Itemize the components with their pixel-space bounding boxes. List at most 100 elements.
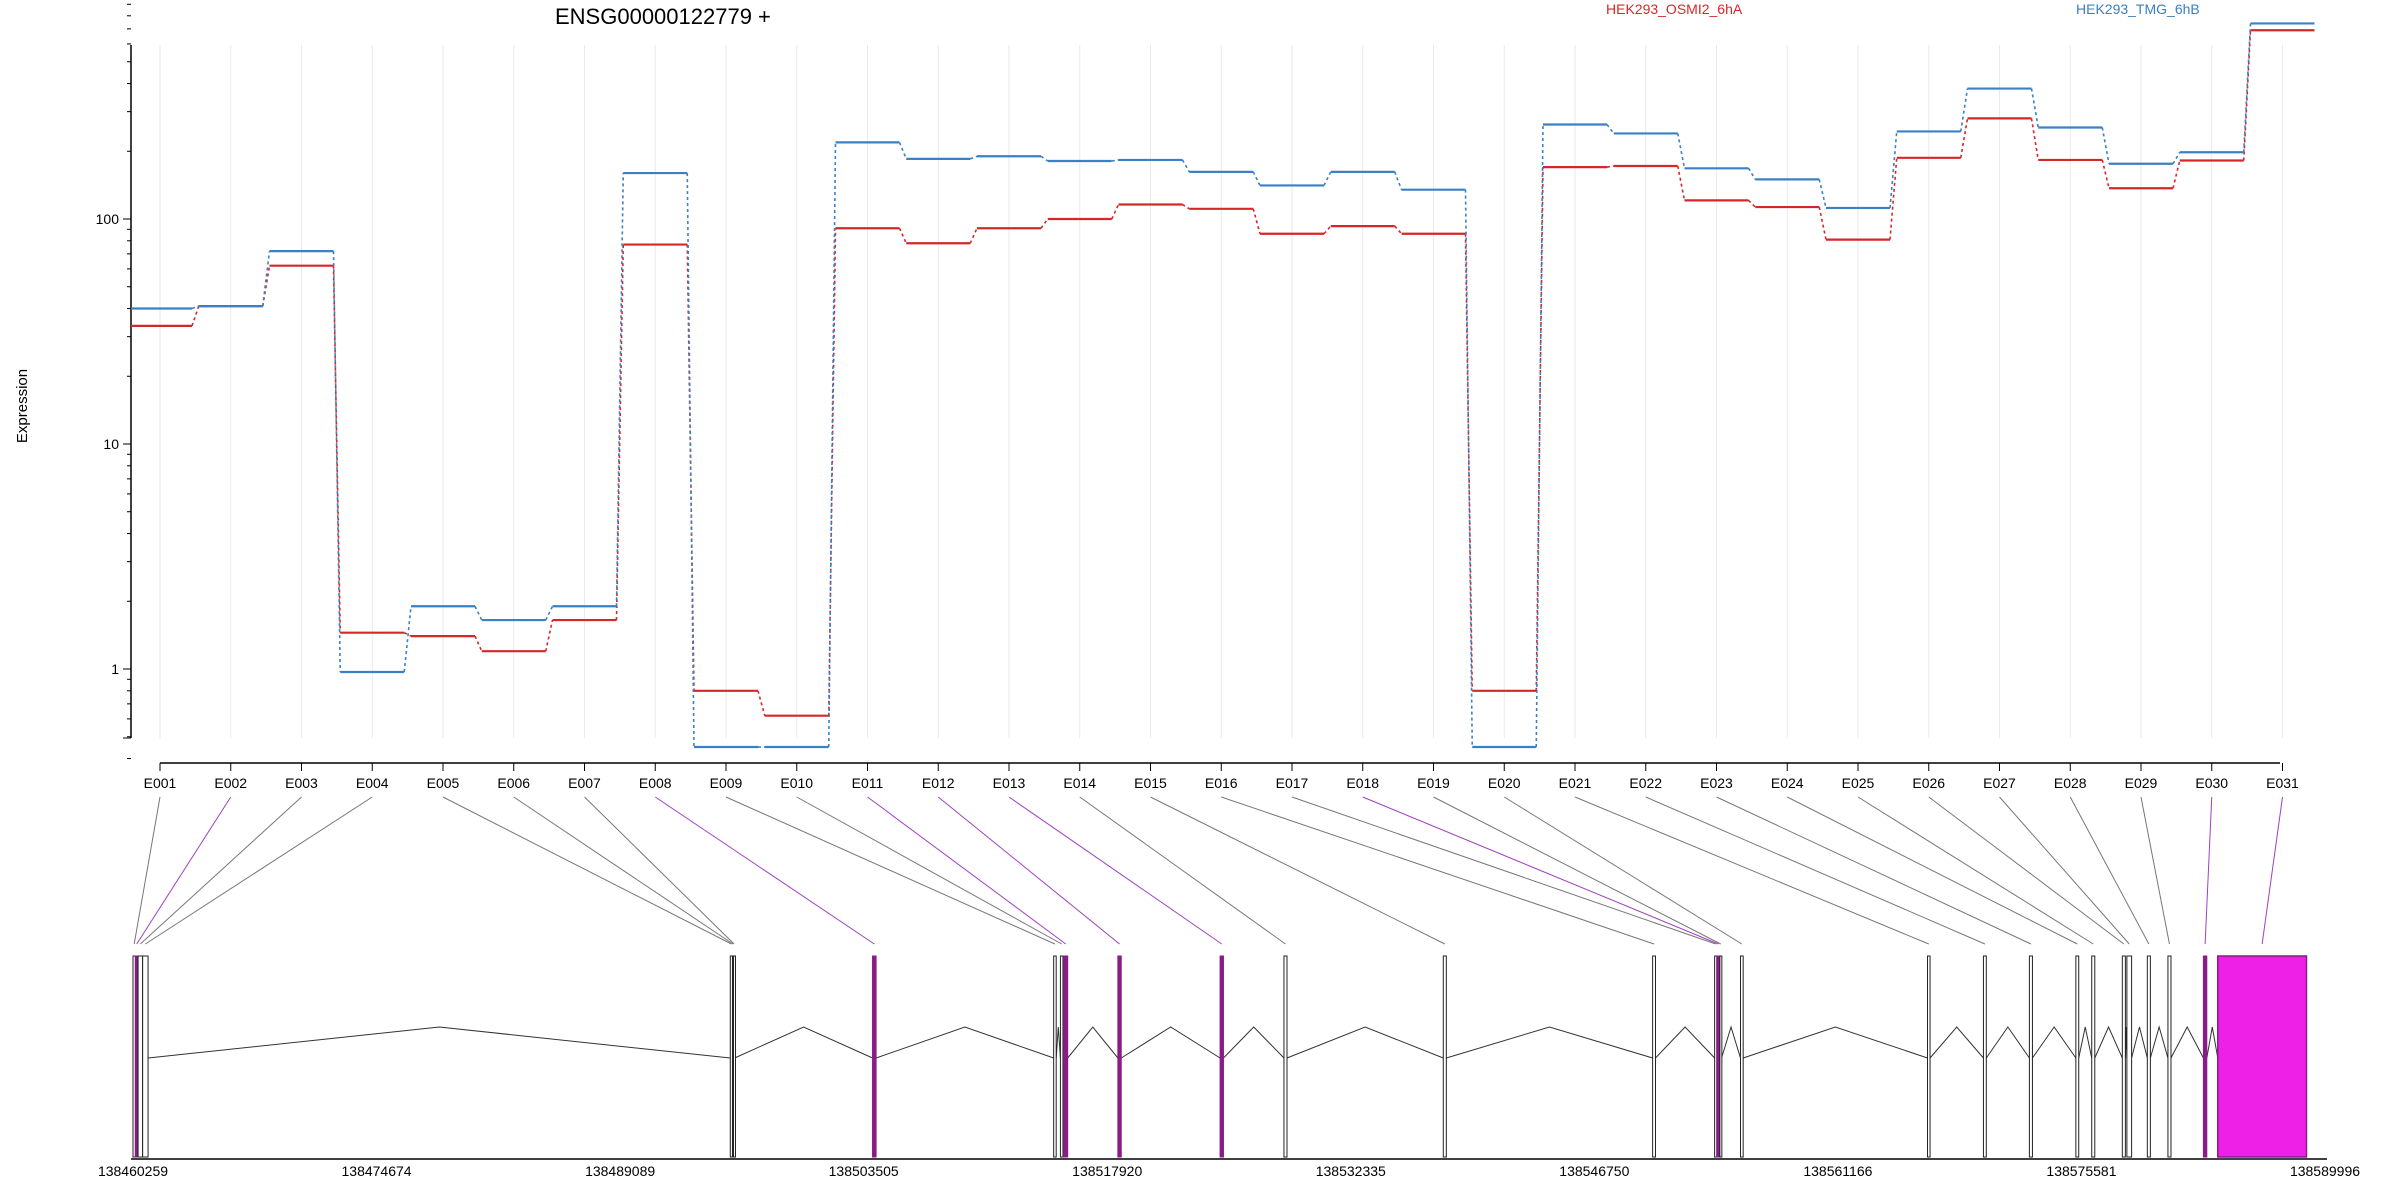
exon-connector bbox=[1716, 796, 2032, 945]
coordinate-label: 138561166 bbox=[1803, 1163, 1872, 1179]
x-tick-label: E017 bbox=[1276, 775, 1309, 791]
series-connector bbox=[474, 635, 483, 652]
series-connector bbox=[969, 155, 978, 160]
x-tick-label: E006 bbox=[497, 775, 530, 791]
coordinate-label: 138532335 bbox=[1316, 1163, 1386, 1179]
series-connector bbox=[1040, 155, 1049, 162]
exon-box bbox=[142, 955, 149, 1158]
x-tick-label: E030 bbox=[2195, 775, 2228, 791]
series-connector bbox=[615, 173, 625, 607]
x-tick-label: E004 bbox=[356, 775, 389, 791]
exon-box bbox=[1219, 955, 1224, 1158]
series-connector bbox=[191, 305, 200, 310]
series-connector bbox=[898, 227, 907, 244]
exon-connector bbox=[937, 796, 1120, 945]
series-connector bbox=[2101, 159, 2110, 189]
x-tick-label: E013 bbox=[993, 775, 1026, 791]
series-connector bbox=[332, 251, 342, 672]
x-tick-label: E021 bbox=[1559, 775, 1592, 791]
exon-connector bbox=[2204, 796, 2213, 945]
y-tick-label: 10 bbox=[103, 436, 119, 452]
intron bbox=[2078, 1026, 2093, 1059]
series-connector bbox=[1676, 133, 1686, 169]
series-connector bbox=[757, 690, 766, 716]
intron bbox=[1120, 1026, 1221, 1059]
intron bbox=[1985, 1026, 2030, 1059]
series-connector bbox=[403, 631, 412, 637]
series-connector bbox=[1818, 206, 1827, 240]
exon-connector bbox=[1857, 796, 2094, 945]
series-connector bbox=[2030, 88, 2040, 128]
series-lines bbox=[131, 22, 2315, 749]
series-connector bbox=[1889, 131, 1898, 208]
gene-model bbox=[131, 955, 2327, 1160]
exon-connector bbox=[513, 796, 734, 945]
exon-connector bbox=[796, 796, 1062, 945]
series-connector bbox=[474, 605, 483, 621]
x-tick-label: E025 bbox=[1842, 775, 1875, 791]
exon-box bbox=[2075, 955, 2080, 1158]
x-tick-label: E008 bbox=[639, 775, 672, 791]
x-tick-label: E010 bbox=[780, 775, 813, 791]
x-ticks: E001 E002 E003 E004 E005 E006 E007 E008 E009 E010… bbox=[144, 763, 2299, 791]
intron bbox=[2170, 1025, 2204, 1059]
series-connector bbox=[1394, 171, 1403, 190]
series-connector bbox=[261, 251, 271, 307]
x-tick-label: E029 bbox=[2125, 775, 2158, 791]
series-1 bbox=[131, 29, 2315, 717]
x-tick-label: E011 bbox=[852, 775, 884, 791]
series-connector bbox=[1111, 204, 1120, 220]
intron bbox=[148, 1026, 731, 1059]
exon-box bbox=[1063, 955, 1069, 1158]
x-tick-label: E023 bbox=[1700, 775, 1733, 791]
exon-box bbox=[2091, 955, 2096, 1158]
intron bbox=[1055, 1026, 1061, 1059]
x-tick-label: E002 bbox=[214, 775, 247, 791]
exon-box bbox=[1059, 955, 1064, 1158]
series-connector bbox=[1323, 171, 1332, 186]
intron bbox=[2149, 1025, 2169, 1059]
intron bbox=[1929, 1026, 1984, 1059]
exon-box bbox=[1652, 955, 1656, 1158]
series-connector bbox=[969, 227, 978, 244]
x-tick-label: E019 bbox=[1417, 775, 1450, 791]
exon-connector bbox=[1503, 796, 1743, 945]
coordinate-label: 138460259 bbox=[98, 1163, 168, 1179]
series-connector bbox=[1252, 208, 1261, 234]
series-connector bbox=[1182, 203, 1190, 210]
series-connector bbox=[1747, 167, 1756, 180]
series-connector bbox=[1606, 124, 1615, 134]
exon-box bbox=[1739, 955, 1744, 1158]
legend-series-1: HEK293_OSMI2_6hA bbox=[1606, 1, 1743, 17]
x-tick-label: E027 bbox=[1983, 775, 2016, 791]
coordinate-label: 138474674 bbox=[342, 1163, 412, 1179]
intron bbox=[2032, 1026, 2077, 1059]
plot-axes bbox=[130, 45, 2280, 764]
exon-box bbox=[1927, 955, 1931, 1158]
coordinate-label: 138489089 bbox=[585, 1163, 655, 1179]
intron bbox=[1223, 1026, 1285, 1059]
exon-box bbox=[1442, 955, 1447, 1158]
intron bbox=[1721, 1025, 1741, 1059]
x-tick-label: E022 bbox=[1629, 775, 1662, 791]
exon-box bbox=[1719, 955, 1723, 1158]
exon-connector bbox=[1079, 796, 1286, 945]
exon-box bbox=[1982, 955, 1987, 1158]
x-tick-label: E001 bbox=[144, 775, 177, 791]
x-tick-label: E020 bbox=[1488, 775, 1521, 791]
series-connector bbox=[332, 265, 342, 633]
series-connector bbox=[686, 173, 695, 748]
series-connector bbox=[1040, 218, 1049, 229]
series-connector bbox=[898, 142, 907, 160]
y-tick-label: 1 bbox=[111, 661, 119, 677]
x-tick-label: E014 bbox=[1063, 775, 1096, 791]
exon-connector bbox=[2140, 796, 2170, 945]
exon-connector bbox=[133, 796, 161, 945]
exon-connector bbox=[2261, 796, 2283, 945]
series-connector bbox=[544, 619, 554, 652]
intron bbox=[734, 1026, 873, 1059]
series-connector bbox=[1181, 159, 1190, 173]
exon-box bbox=[2028, 955, 2033, 1158]
coordinate-label: 138546750 bbox=[1559, 1163, 1629, 1179]
